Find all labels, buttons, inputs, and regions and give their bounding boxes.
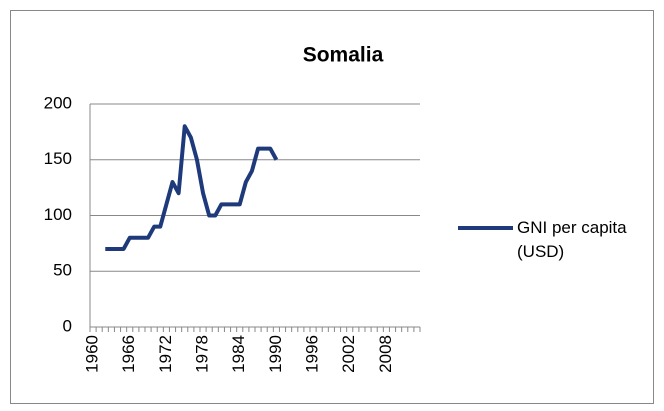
x-tick-label: 1960 — [83, 335, 102, 373]
x-tick-label: 1984 — [229, 335, 248, 373]
y-tick-label: 50 — [53, 261, 72, 280]
y-tick-label: 200 — [44, 93, 72, 112]
x-tick-label: 2008 — [376, 335, 395, 373]
y-tick-label: 100 — [44, 205, 72, 224]
x-tick-label: 1996 — [303, 335, 322, 373]
chart-title: Somalia — [303, 44, 384, 67]
legend-label: GNI per capita (USD) — [517, 218, 627, 261]
x-tick-label: 1978 — [193, 335, 212, 373]
chart-border — [10, 10, 654, 404]
line-series — [105, 124, 279, 251]
x-tick-label: 1966 — [119, 335, 138, 373]
x-tick-label: 1990 — [266, 335, 285, 373]
x-tick-label: 1972 — [156, 335, 175, 373]
x-tick-label: 2002 — [339, 335, 358, 373]
y-tick-label: 150 — [44, 149, 72, 168]
y-tick-label: 0 — [63, 316, 72, 335]
